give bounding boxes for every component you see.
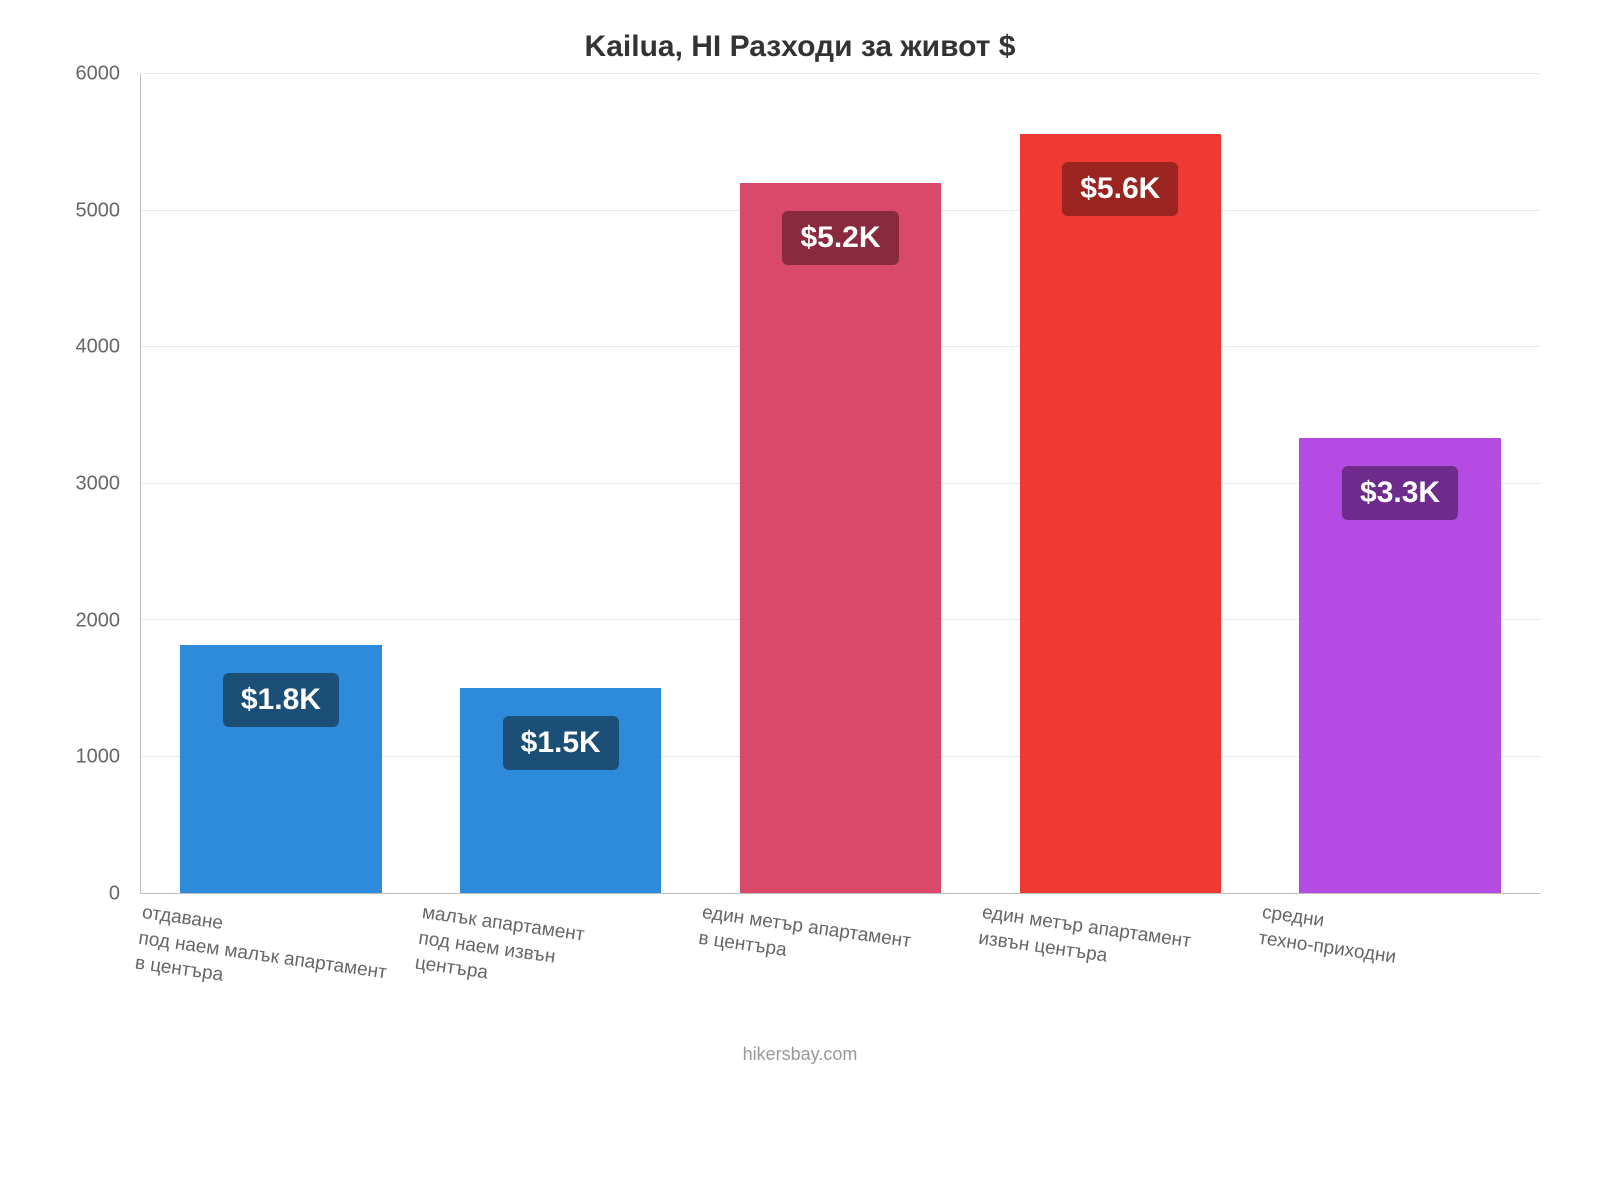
- x-label-slot: малък апартамент под наем извън центъра: [420, 894, 700, 1014]
- x-label-slot: средни техно-приходни: [1260, 894, 1540, 1014]
- y-tick: 6000: [76, 63, 121, 86]
- plot-area: $1.8K $1.5K $5.2K $5.6K $3.3K: [140, 74, 1540, 894]
- bar: $3.3K: [1299, 438, 1500, 893]
- x-axis-labels: отдаване под наем малък апартамент в цен…: [140, 894, 1540, 1014]
- bar-slot: $5.6K: [980, 74, 1260, 893]
- bar: $5.6K: [1020, 134, 1221, 893]
- chart-area: 0100020003000400050006000 $1.8K$1.5K$5.2…: [40, 74, 1560, 1014]
- x-label-slot: един метър апартамент извън центъра: [980, 894, 1260, 1014]
- footer-attribution: hikersbay.com: [40, 1044, 1560, 1065]
- x-label: отдаване под наем малък апартамент в цен…: [133, 900, 392, 1011]
- y-tick: 0: [109, 883, 120, 906]
- x-label: един метър апартамент в центъра: [697, 900, 913, 980]
- bar: $5.2K: [740, 183, 941, 893]
- chart-container: Kailua, HI Разходи за живот $ 0 1000 2000 3…: [0, 0, 1600, 1200]
- bar-value-label: $5.6K: [1062, 162, 1178, 216]
- chart-title: Kailua, HI Разходи за живот $: [40, 30, 1560, 64]
- x-label-slot: отдаване под наем малък апартамент в цен…: [140, 894, 420, 1014]
- y-tick: 3000: [76, 473, 121, 496]
- x-label: средни техно-приходни: [1257, 900, 1401, 970]
- y-axis: 0100020003000400050006000: [40, 74, 130, 894]
- bar-value-label: $5.2K: [782, 211, 898, 265]
- bar-slot: $1.5K: [421, 74, 701, 893]
- bar-value-label: $1.8K: [223, 673, 339, 727]
- y-tick: 2000: [76, 609, 121, 632]
- bar-slot: $3.3K: [1260, 74, 1540, 893]
- bar-slot: $1.8K: [141, 74, 421, 893]
- x-label: един метър апартамент извън центъра: [977, 900, 1193, 980]
- y-tick: 4000: [76, 336, 121, 359]
- x-label: малък апартамент под наем извън центъра: [413, 900, 586, 999]
- x-label-slot: един метър апартамент в центъра: [700, 894, 980, 1014]
- bar-value-label: $1.5K: [503, 716, 619, 770]
- y-tick: 5000: [76, 199, 121, 222]
- bar-slot: $5.2K: [701, 74, 981, 893]
- bar-value-label: $3.3K: [1342, 466, 1458, 520]
- bar: $1.8K: [180, 645, 381, 893]
- bars-group: $1.8K $1.5K $5.2K $5.6K $3.3K: [141, 74, 1540, 893]
- bar: $1.5K: [460, 688, 661, 893]
- y-tick: 1000: [76, 746, 121, 769]
